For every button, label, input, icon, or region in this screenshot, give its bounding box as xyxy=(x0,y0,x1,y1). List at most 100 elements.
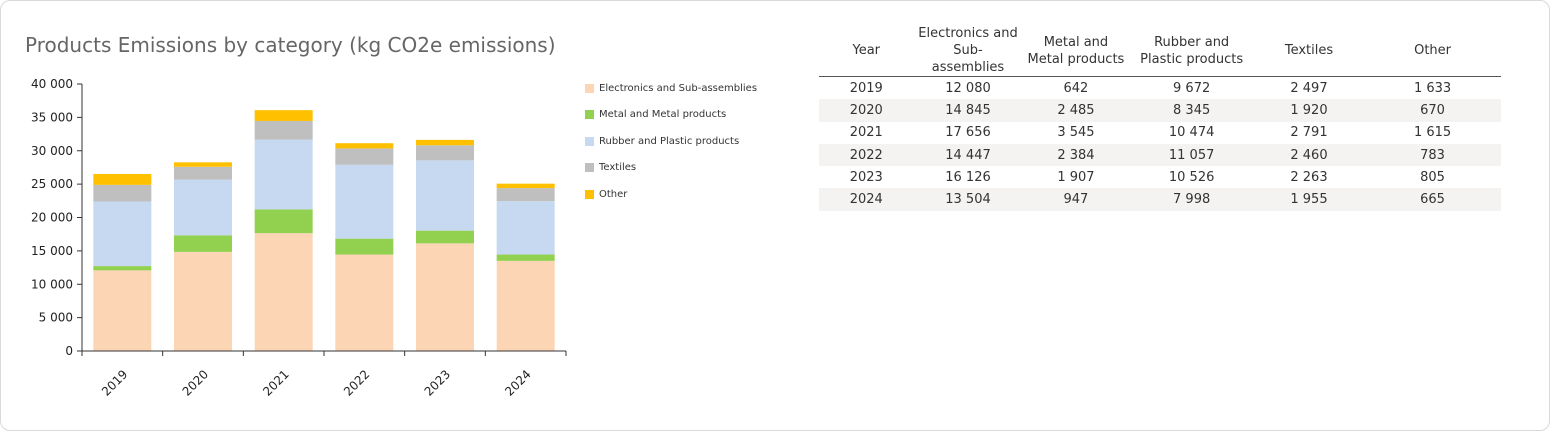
bar-segment xyxy=(93,266,152,271)
table-cell: 1 907 xyxy=(1057,169,1095,185)
legend-item-electronics: Electronics and Sub-assemblies xyxy=(585,75,757,102)
table-cell: 2020 xyxy=(849,102,883,118)
legend-item-rubber: Rubber and Plastic products xyxy=(585,128,757,155)
header-metal: Metal and Metal products xyxy=(1027,34,1125,67)
bar-segment xyxy=(416,145,474,161)
y-tick-label: 25 000 xyxy=(31,177,73,191)
y-tick-label: 0 xyxy=(65,344,73,358)
x-tick-label: 2020 xyxy=(180,367,211,398)
x-tick-label: 2023 xyxy=(422,367,453,398)
x-tick-label: 2021 xyxy=(260,367,291,398)
bar-segment xyxy=(416,139,474,146)
table-row: 2019 12 080 642 9 672 2 497 1 633 xyxy=(819,77,1501,100)
table-cell: 8 345 xyxy=(1173,102,1211,118)
y-tick-label: 15 000 xyxy=(31,244,73,258)
table-cell: 13 504 xyxy=(945,192,991,208)
table-cell: 10 474 xyxy=(1168,125,1215,141)
table-cell: 11 057 xyxy=(1168,147,1215,163)
table-cell: 14 845 xyxy=(945,102,991,118)
table-cell: 783 xyxy=(1420,147,1445,163)
table-row: 2024 13 504 947 7 998 1 955 665 xyxy=(819,188,1501,211)
bar-segment xyxy=(416,230,474,244)
table-row: 2020 14 845 2 485 8 345 1 920 670 xyxy=(819,99,1501,122)
bar-segment xyxy=(254,233,313,351)
table-cell: 2 791 xyxy=(1290,125,1328,141)
bar-segment xyxy=(174,162,232,167)
y-tick-label: 20 000 xyxy=(31,211,73,225)
table-cell: 1 920 xyxy=(1290,102,1328,118)
legend-swatch-other xyxy=(585,189,594,199)
table-cell: 1 615 xyxy=(1413,125,1452,141)
table-cell: 9 672 xyxy=(1173,80,1211,96)
bar-segment xyxy=(416,243,474,351)
bar-segment xyxy=(93,184,152,202)
legend-label: Rubber and Plastic products xyxy=(599,135,740,147)
bar-segment xyxy=(254,120,313,140)
y-tick-label: 10 000 xyxy=(31,277,73,291)
bar-segment xyxy=(93,201,152,267)
table-cell: 2022 xyxy=(849,147,883,163)
header-other: Other xyxy=(1414,43,1452,58)
table-row: 2021 17 656 3 545 10 474 2 791 1 615 xyxy=(819,122,1501,144)
table-cell: 2019 xyxy=(849,80,883,96)
legend-label: Metal and Metal products xyxy=(599,109,727,121)
x-tick-label: 2019 xyxy=(99,367,130,398)
bar-segment xyxy=(174,166,232,180)
table-cell: 1 955 xyxy=(1290,192,1328,208)
table-cell: 16 126 xyxy=(945,169,991,185)
bar-segment xyxy=(254,110,313,121)
table-cell: 2 497 xyxy=(1290,80,1328,96)
table-row: 2023 16 126 1 907 10 526 2 263 805 xyxy=(819,166,1501,188)
legend-swatch-metal xyxy=(585,110,594,120)
bar-segment xyxy=(335,254,394,351)
bar-segment xyxy=(496,201,555,255)
bar-segment xyxy=(496,254,555,261)
bar-segment xyxy=(416,160,474,231)
chart-title: Products Emissions by category (kg CO2e … xyxy=(25,33,556,57)
bar-segment xyxy=(335,164,394,239)
bar-segment xyxy=(496,260,555,351)
table-cell: 12 080 xyxy=(945,80,991,96)
table-cell: 10 526 xyxy=(1168,169,1215,185)
legend-swatch-rubber xyxy=(585,136,594,146)
table-cell: 2 384 xyxy=(1057,147,1095,163)
legend-item-textiles: Textiles xyxy=(585,155,757,182)
table-cell: 2 263 xyxy=(1290,169,1328,185)
legend-label: Electronics and Sub-assemblies xyxy=(599,82,758,94)
bar-segment xyxy=(174,179,232,236)
table-header-row: Year Electronics and Sub-assemblies Meta… xyxy=(819,25,1501,77)
y-tick-label: 30 000 xyxy=(31,144,73,158)
emissions-data-table: Year Electronics and Sub-assemblies Meta… xyxy=(819,25,1501,211)
table-cell: 805 xyxy=(1420,169,1445,185)
legend-swatch-electronics xyxy=(585,83,594,93)
header-textiles: Textiles xyxy=(1284,43,1334,58)
bar-segment xyxy=(174,235,232,252)
x-tick-label: 2024 xyxy=(502,367,533,398)
y-tick-label: 5 000 xyxy=(39,311,73,325)
legend-label: Other xyxy=(599,188,628,200)
chart-legend: Electronics and Sub-assemblies Metal and… xyxy=(585,75,757,208)
bar-segment xyxy=(335,148,394,165)
table-cell: 670 xyxy=(1420,102,1445,118)
legend-item-metal: Metal and Metal products xyxy=(585,102,757,129)
x-tick-label: 2022 xyxy=(341,367,372,398)
header-electronics: Electronics and Sub-assemblies xyxy=(918,26,1018,75)
bar-segment xyxy=(93,173,152,185)
table-cell: 947 xyxy=(1063,192,1089,208)
legend-label: Textiles xyxy=(599,162,637,174)
y-tick-label: 35 000 xyxy=(31,110,73,124)
table-cell: 2023 xyxy=(849,169,883,185)
table-cell: 14 447 xyxy=(945,147,991,163)
legend-item-other: Other xyxy=(585,181,757,208)
table-cell: 17 656 xyxy=(945,125,991,141)
bar-segment xyxy=(174,251,232,351)
header-rubber: Rubber and Plastic products xyxy=(1140,34,1244,67)
table-cell: 2021 xyxy=(849,125,883,141)
table-cell: 2 460 xyxy=(1290,147,1328,163)
table-cell: 3 545 xyxy=(1057,125,1095,141)
bar-segment xyxy=(496,183,555,189)
table-cell: 1 633 xyxy=(1413,80,1452,96)
bar-segment xyxy=(254,209,313,234)
